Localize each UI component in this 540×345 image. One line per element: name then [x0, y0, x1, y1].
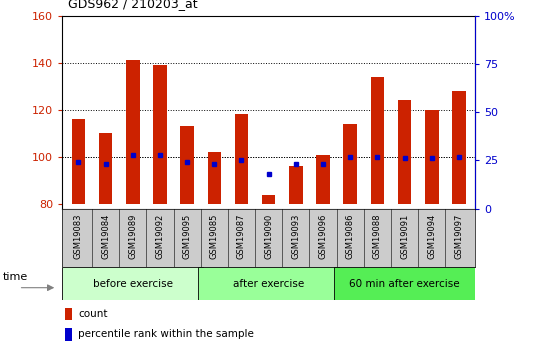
Bar: [72, 119, 85, 204]
Text: GSM19097: GSM19097: [454, 214, 463, 259]
Text: GSM19088: GSM19088: [373, 214, 382, 259]
Text: GSM19091: GSM19091: [400, 214, 409, 259]
Bar: [207, 152, 221, 204]
Bar: [316, 155, 330, 204]
Text: GSM19089: GSM19089: [129, 214, 137, 259]
Bar: [126, 60, 139, 204]
Bar: [262, 195, 275, 204]
Bar: [99, 133, 112, 204]
Bar: [65, 308, 72, 320]
Text: GSM19086: GSM19086: [346, 214, 355, 259]
Bar: [153, 65, 167, 204]
Text: GSM19087: GSM19087: [237, 214, 246, 259]
Bar: [452, 91, 465, 204]
Bar: [65, 328, 72, 341]
Bar: [343, 124, 357, 204]
Text: time: time: [3, 272, 29, 282]
Text: GDS962 / 210203_at: GDS962 / 210203_at: [68, 0, 197, 10]
Text: 60 min after exercise: 60 min after exercise: [349, 279, 460, 289]
Bar: [180, 126, 194, 204]
Bar: [425, 110, 438, 204]
Text: GSM19083: GSM19083: [74, 214, 83, 259]
Text: GSM19085: GSM19085: [210, 214, 219, 259]
Text: GSM19096: GSM19096: [319, 214, 327, 259]
Text: GSM19084: GSM19084: [101, 214, 110, 259]
Text: GSM19093: GSM19093: [291, 214, 300, 259]
Text: GSM19094: GSM19094: [427, 214, 436, 259]
Text: count: count: [78, 309, 107, 319]
Text: GSM19095: GSM19095: [183, 214, 192, 259]
Text: GSM19090: GSM19090: [264, 214, 273, 259]
Bar: [62, 267, 204, 300]
Text: GSM19092: GSM19092: [156, 214, 165, 259]
Bar: [198, 267, 339, 300]
Bar: [398, 100, 411, 204]
Bar: [370, 77, 384, 204]
Bar: [235, 115, 248, 204]
Text: after exercise: after exercise: [233, 279, 304, 289]
Text: percentile rank within the sample: percentile rank within the sample: [78, 329, 254, 339]
Bar: [334, 267, 475, 300]
Text: before exercise: before exercise: [93, 279, 173, 289]
Bar: [289, 166, 302, 204]
